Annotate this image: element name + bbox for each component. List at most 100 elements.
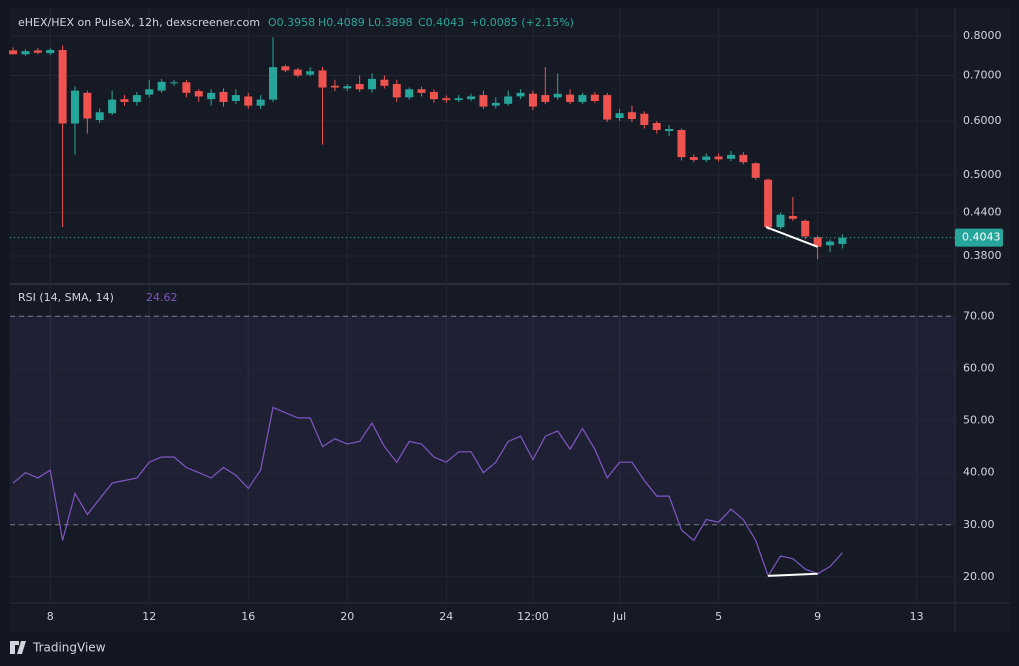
candle-body: [256, 99, 265, 106]
x-tick-label: 8: [47, 610, 54, 623]
last-price-tag: [955, 228, 1003, 247]
candle-body: [380, 79, 389, 86]
candle-body: [306, 71, 315, 75]
candle-body: [405, 89, 414, 98]
divergence-line: [768, 572, 818, 577]
y-tick-label: 0.4400: [963, 206, 1002, 219]
candle-body: [145, 89, 154, 95]
candle-body: [665, 128, 674, 132]
grid: [10, 8, 955, 603]
y-tick-label: 20.00: [963, 570, 995, 583]
candle-body: [269, 67, 278, 100]
candle-body: [516, 92, 525, 97]
candle-body: [689, 157, 698, 160]
candle-body: [788, 216, 797, 219]
candle-body: [541, 95, 550, 102]
candle-body: [281, 66, 290, 71]
candle-body: [801, 220, 810, 237]
y-tick-label: 60.00: [963, 361, 995, 374]
candle-body: [293, 69, 302, 76]
chart-area: [10, 8, 1010, 632]
candle-body: [95, 112, 104, 121]
candle-body: [751, 163, 760, 178]
candle-body: [603, 95, 612, 120]
candle-body: [318, 70, 327, 88]
candle-body: [330, 85, 339, 88]
y-tick-label: 0.6000: [963, 114, 1002, 127]
candle-body: [702, 156, 711, 160]
candle-body: [46, 49, 55, 54]
x-tick-label: Jul: [612, 610, 626, 623]
x-tick-label: 12:00: [517, 610, 549, 623]
candle-body: [9, 50, 18, 55]
candle-body: [21, 51, 30, 55]
candle-body: [467, 96, 476, 100]
candle-body: [442, 98, 451, 101]
last-price-label: 0.4043: [962, 231, 1001, 244]
candle-body: [528, 93, 537, 107]
x-tick-label: 9: [814, 610, 821, 623]
candle-body: [627, 112, 636, 120]
candle-body: [120, 99, 129, 102]
x-tick-label: 20: [340, 610, 354, 623]
marks: [9, 37, 955, 578]
candle-body: [83, 92, 92, 119]
candle-body: [343, 86, 352, 89]
candle-body: [108, 99, 117, 114]
tradingview-logo: TradingView: [10, 641, 106, 655]
candle-body: [58, 49, 67, 124]
candle-body: [392, 84, 401, 98]
candle-body: [132, 95, 141, 102]
y-tick-label: 0.7000: [963, 68, 1002, 81]
candle-body: [504, 96, 513, 104]
x-tick-label: 12: [142, 610, 156, 623]
candle-body: [590, 94, 599, 102]
y-tick-label: 30.00: [963, 518, 995, 531]
divergence-line: [765, 226, 818, 248]
open-value: O0.3958: [268, 16, 315, 29]
candle-body: [776, 214, 785, 228]
candle-body: [70, 90, 79, 124]
rsi-title: RSI (14, SMA, 14): [18, 291, 114, 304]
candle-body: [33, 50, 42, 53]
y-tick-label: 40.00: [963, 466, 995, 479]
x-tick-label: 24: [439, 610, 453, 623]
high-value: H0.4089: [318, 16, 365, 29]
rsi-value: 24.62: [146, 291, 178, 304]
candle-body: [813, 237, 822, 247]
candle-body: [157, 81, 166, 91]
y-tick-label: 50.00: [963, 414, 995, 427]
y-tick-label: 0.8000: [963, 29, 1002, 42]
candle-body: [677, 130, 686, 158]
candle-body: [764, 179, 773, 228]
candle-body: [825, 241, 834, 246]
candle-body: [479, 95, 488, 107]
y-tick-label: 0.3800: [963, 249, 1002, 262]
symbol: eHEX/HEX on PulseX, 12h, dexscreener.com: [18, 16, 260, 29]
candle-body: [454, 98, 463, 101]
x-tick-label: 13: [910, 610, 924, 623]
candle-body: [169, 82, 178, 84]
candle-body: [219, 91, 228, 102]
candle-body: [726, 154, 735, 159]
candle-body: [182, 82, 191, 93]
candle-body: [368, 78, 377, 90]
brand: TradingView: [32, 641, 106, 655]
candle-body: [244, 96, 253, 106]
candle-body: [231, 95, 240, 102]
candle-body: [640, 113, 649, 125]
rsi-line: [12, 406, 843, 578]
candle-body: [652, 122, 661, 131]
candle-body: [714, 156, 723, 160]
candle-body: [553, 93, 562, 98]
candle-body: [838, 237, 847, 244]
x-tick-label: 5: [715, 610, 722, 623]
candle-body: [566, 94, 575, 102]
candle-body: [417, 89, 426, 93]
candle-body: [615, 113, 624, 119]
logo-icon: [10, 641, 26, 654]
candle-body: [355, 84, 364, 90]
y-tick-label: 0.5000: [963, 168, 1002, 181]
